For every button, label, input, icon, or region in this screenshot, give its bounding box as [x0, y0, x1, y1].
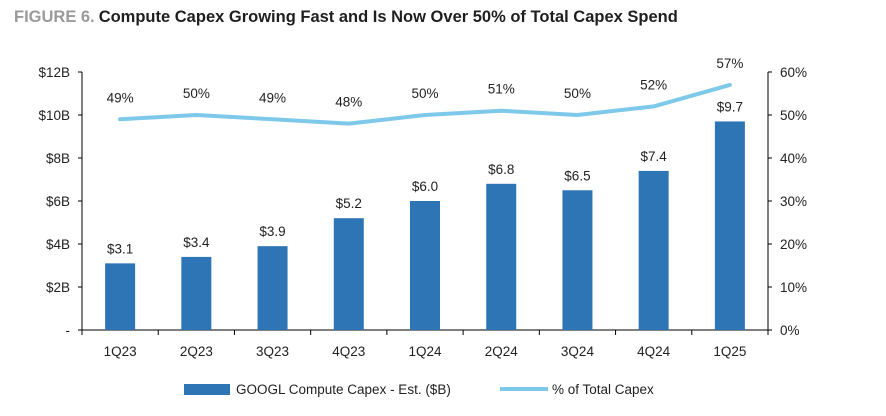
right-axis-tick-label: 30% [780, 194, 807, 209]
x-axis-tick-label: 4Q23 [332, 344, 365, 359]
chart-title: FIGURE 6. Compute Capex Growing Fast and … [14, 8, 678, 27]
line-data-label: 49% [259, 90, 286, 105]
right-axis-tick-label: 0% [780, 323, 800, 338]
bar-data-label: $6.8 [488, 162, 514, 177]
bar-data-label: $5.2 [336, 196, 362, 211]
line-data-label: 50% [411, 86, 438, 101]
legend-label-compute-capex: GOOGL Compute Capex - Est. ($B) [236, 382, 451, 397]
bar-data-label: $3.4 [183, 235, 210, 250]
line-data-label: 50% [564, 86, 591, 101]
bar [105, 263, 136, 330]
legend-label-pct-total-capex: % of Total Capex [552, 382, 654, 397]
x-axis-tick-label: 3Q24 [561, 344, 595, 359]
bar [562, 190, 593, 330]
line-data-label: 51% [488, 82, 515, 97]
bar-data-label: $7.4 [641, 149, 668, 164]
left-axis-tick-label: - [66, 323, 71, 338]
bar [638, 170, 669, 330]
bar-data-label: $3.9 [259, 224, 285, 239]
legend-swatch-compute-capex [184, 384, 230, 395]
x-axis-tick-label: 4Q24 [637, 344, 671, 359]
bar-data-label: $6.0 [412, 179, 438, 194]
x-axis-tick-label: 1Q25 [713, 344, 746, 359]
right-axis-tick-label: 20% [780, 237, 807, 252]
title-text: Compute Capex Growing Fast and Is Now Ov… [98, 8, 678, 26]
x-axis-tick-label: 1Q24 [408, 344, 442, 359]
bar [257, 246, 288, 330]
left-axis-tick-label: $10B [38, 108, 70, 123]
right-axis-tick-label: 50% [780, 108, 807, 123]
bar [486, 183, 517, 330]
bar [410, 201, 440, 330]
x-axis-tick-label: 1Q23 [104, 344, 137, 359]
right-axis-tick-label: 10% [780, 280, 807, 295]
right-axis-tick-label: 60% [780, 65, 807, 80]
bar [181, 256, 212, 330]
x-axis-tick-label: 3Q23 [256, 344, 289, 359]
bar [714, 121, 745, 330]
bar [333, 218, 364, 330]
left-axis-tick-label: $4B [46, 237, 70, 252]
bar-data-label: $9.7 [717, 99, 743, 114]
line-data-label: 50% [183, 86, 210, 101]
bar-data-label: $6.5 [564, 168, 590, 183]
line-data-label: 48% [335, 95, 362, 110]
line-data-label: 49% [107, 90, 134, 105]
left-axis-tick-label: $8B [46, 151, 70, 166]
x-axis-tick-label: 2Q24 [485, 344, 519, 359]
line-series-pct-of-total-capex [118, 82, 732, 126]
left-axis-tick-label: $12B [38, 65, 70, 80]
figure-label: FIGURE 6. [14, 8, 95, 26]
left-axis-tick-label: $6B [46, 194, 70, 209]
x-axis-tick-label: 2Q23 [180, 344, 213, 359]
left-axis-tick-label: $2B [46, 280, 70, 295]
right-axis-tick-label: 40% [780, 151, 807, 166]
line-data-label: 52% [640, 77, 667, 92]
bar-data-label: $3.1 [107, 241, 133, 256]
line-data-label: 57% [716, 56, 743, 71]
